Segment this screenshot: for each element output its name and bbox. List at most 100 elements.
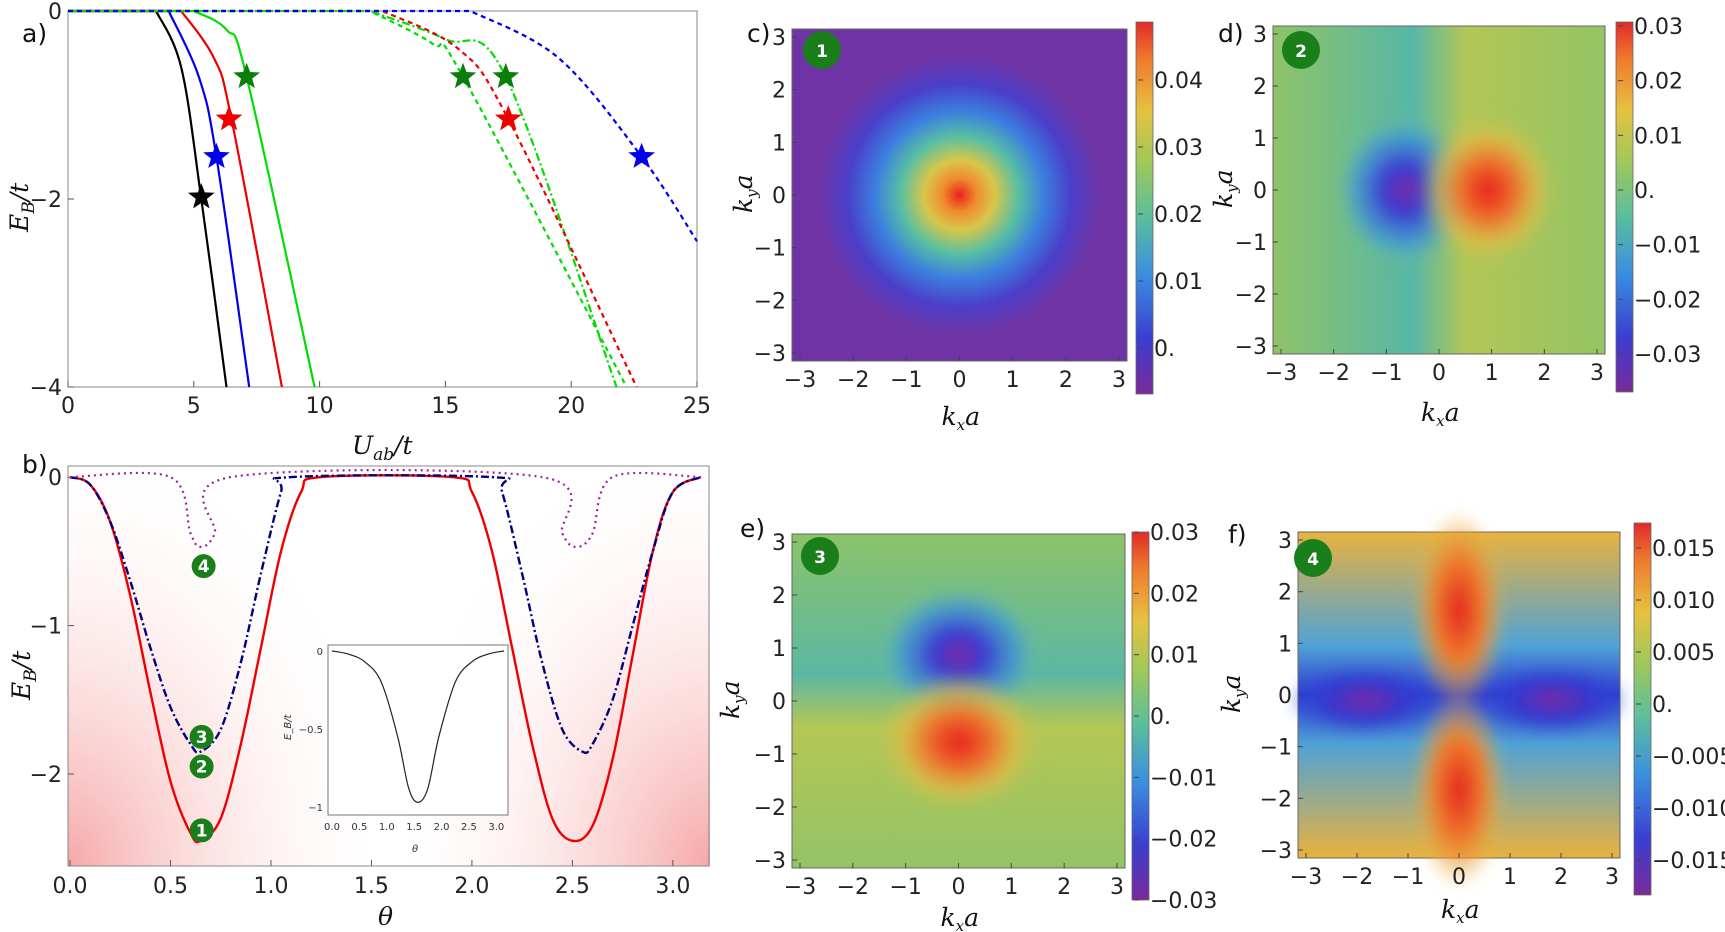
colorbar-tick-label: −0.010 bbox=[1652, 797, 1725, 822]
a-ytick-label: 0 bbox=[48, 0, 62, 25]
colorbar-tick-label: 0.04 bbox=[1154, 69, 1203, 94]
a-xtick-label: 15 bbox=[431, 394, 459, 419]
colorbar-tick-label: 0.03 bbox=[1154, 136, 1203, 161]
colorbar-tick-label: −0.005 bbox=[1652, 745, 1725, 770]
b-ytick-label: −2 bbox=[30, 763, 62, 788]
b-series-purple bbox=[69, 468, 702, 549]
heatmap-ytick-label: 0 bbox=[1278, 684, 1292, 709]
panel-a-yticks: 0 −2 −4 bbox=[30, 0, 74, 401]
panel-c: c) 1 0.04 0.03 0.02 0.01 0. −3−3 −2 −2 −1 −1 0 0 1 1… bbox=[729, 19, 1203, 434]
colorbar-tick-label: 0.02 bbox=[1154, 203, 1203, 228]
panel-d-colorbar bbox=[1615, 21, 1634, 393]
heatmap-xlabel: kxa bbox=[1441, 895, 1480, 927]
panel-a-xticks: 0 5 10 15 20 25 bbox=[61, 381, 711, 419]
panel-f: f) 4 0.015 0.010 0.005 0. −0.005 −0.010 −0.015… bbox=[1217, 510, 1725, 927]
heatmap-xtick-label: −1 bbox=[890, 368, 922, 393]
heatmap-ytick-label: 1 bbox=[772, 637, 786, 662]
b-xtick-label: 0.5 bbox=[153, 874, 188, 899]
heatmap-ytick-label: 3 bbox=[1253, 23, 1267, 48]
b-xtick-label: 1.5 bbox=[354, 874, 389, 899]
b-xtick-label: 3.0 bbox=[655, 874, 690, 899]
panel-f-positive-lobe-top bbox=[1411, 510, 1507, 710]
heatmap-ytick-label: 0 bbox=[772, 184, 786, 209]
b-xtick-label: 2.0 bbox=[454, 874, 489, 899]
panel-d: d) 2 0.030.020.010.−0.01−0.02−0.03 −3−3−… bbox=[1209, 15, 1701, 430]
panel-d-axes: −3−3 −2 −2 −1 −1 0 0 1 1 2 2 3 3 kxa kya bbox=[1209, 23, 1604, 430]
a-series-blue-solid bbox=[68, 9, 251, 388]
panel-f-positive-lobe-bottom bbox=[1411, 690, 1507, 890]
state-marker bbox=[191, 554, 216, 579]
state-marker-label: 1 bbox=[196, 821, 208, 841]
panel-c-label: c) bbox=[747, 19, 771, 48]
colorbar-tick-label: −0.02 bbox=[1150, 828, 1217, 853]
a-ytick-label: −2 bbox=[30, 188, 62, 213]
star-marker bbox=[215, 105, 243, 131]
panel-d-colorbar-ticks: 0.03 0.02 0.01 0. −0.01 −0.02 −0.03 bbox=[1618, 15, 1701, 368]
heatmap-ytick-label: −3 bbox=[754, 342, 786, 367]
heatmap-xtick-label: 2 bbox=[1554, 865, 1568, 890]
colorbar-tick-label: 0.005 bbox=[1652, 641, 1715, 666]
a-series-red-solid bbox=[68, 9, 283, 388]
heatmap-xtick-label: 2 bbox=[1059, 368, 1073, 393]
a-series-green-solid bbox=[68, 9, 316, 388]
heatmap-xtick-label: −1 bbox=[889, 875, 921, 900]
heatmap-xtick-label: 2 bbox=[1057, 875, 1071, 900]
a-xtick-label: 20 bbox=[557, 394, 585, 419]
heatmap-xtick-label: −1 bbox=[1392, 865, 1424, 890]
star-marker bbox=[628, 142, 655, 168]
panel-e-axes: −3−3 −2 −2 −1 −1 0 0 1 1 2 2 3 3 kxa kya bbox=[716, 531, 1124, 932]
colorbar-tick-label: 0.03 bbox=[1634, 15, 1683, 40]
panel-b-xticks: 0.0 0.5 1.0 1.5 2.0 2.5 3.0 bbox=[53, 860, 690, 899]
panel-b-shade-left bbox=[68, 466, 368, 866]
panel-f-label: f) bbox=[1228, 520, 1247, 549]
panel-e-label: e) bbox=[740, 514, 765, 543]
inset-xlabel: θ bbox=[412, 844, 418, 855]
colorbar-tick-label: 0.03 bbox=[1150, 521, 1199, 546]
colorbar-tick-label: 0.01 bbox=[1154, 270, 1203, 295]
heatmap-ytick-label: 2 bbox=[1278, 581, 1292, 606]
colorbar-tick-label: −0.01 bbox=[1634, 234, 1701, 259]
inset-xtick-label: 1.5 bbox=[406, 822, 422, 833]
a-series-green-dot-dash bbox=[68, 9, 618, 388]
colorbar-tick-label: 0.010 bbox=[1652, 589, 1715, 614]
panel-f-marker: 4 bbox=[1294, 539, 1332, 577]
heatmap-xtick-label: 1 bbox=[1004, 875, 1018, 900]
panel-e-positive-lobe bbox=[875, 670, 1043, 814]
colorbar-tick-label: 0. bbox=[1634, 179, 1655, 204]
colorbar-tick-label: 0.02 bbox=[1634, 70, 1683, 95]
b-xtick-label: 0.0 bbox=[53, 874, 88, 899]
heatmap-xtick-label: −2 bbox=[837, 875, 869, 900]
heatmap-ytick-label: −1 bbox=[1235, 231, 1267, 256]
panel-a: a) 0 5 10 15 20 25 0 −2 −4 Uab/t EB/t bbox=[5, 0, 711, 465]
inset-frame bbox=[327, 644, 509, 816]
star-marker bbox=[203, 142, 230, 168]
heatmap-ytick-label: 2 bbox=[772, 584, 786, 609]
a-xtick-label: 10 bbox=[306, 394, 334, 419]
panel-a-xlabel: Uab/t bbox=[352, 431, 414, 465]
inset-xtick-label: 1.0 bbox=[379, 822, 395, 833]
panel-f-colorbar bbox=[1633, 522, 1652, 896]
colorbar-tick-label: 0.015 bbox=[1652, 537, 1715, 562]
svg-text:3: 3 bbox=[814, 548, 826, 568]
heatmap-xtick-label: −2 bbox=[1317, 361, 1349, 386]
heatmap-xlabel: kxa bbox=[941, 903, 980, 932]
star-marker bbox=[188, 183, 215, 209]
panel-e-colorbar-ticks: 0.03 0.02 0.01 0. −0.01 −0.02 −0.03 bbox=[1134, 521, 1217, 914]
colorbar-tick-label: −0.03 bbox=[1634, 343, 1701, 368]
state-marker bbox=[189, 754, 214, 779]
heatmap-ytick-label: −2 bbox=[1260, 787, 1292, 812]
a-xtick-label: 0 bbox=[61, 394, 75, 419]
panel-b-markers: 4 3 2 1 bbox=[189, 554, 216, 843]
svg-text:2: 2 bbox=[1295, 42, 1307, 62]
a-xtick-label: 5 bbox=[187, 394, 201, 419]
heatmap-xtick-label: −3 bbox=[784, 368, 816, 393]
heatmap-xtick-label: 2 bbox=[1537, 361, 1551, 386]
panel-a-stars bbox=[188, 62, 655, 209]
heatmap-xtick-label: −3 bbox=[1265, 361, 1297, 386]
colorbar-tick-label: 0. bbox=[1154, 337, 1175, 362]
heatmap-xtick-label: 3 bbox=[1590, 361, 1604, 386]
star-marker bbox=[449, 62, 477, 89]
panel-d-label: d) bbox=[1218, 19, 1244, 48]
star-marker bbox=[492, 62, 520, 89]
